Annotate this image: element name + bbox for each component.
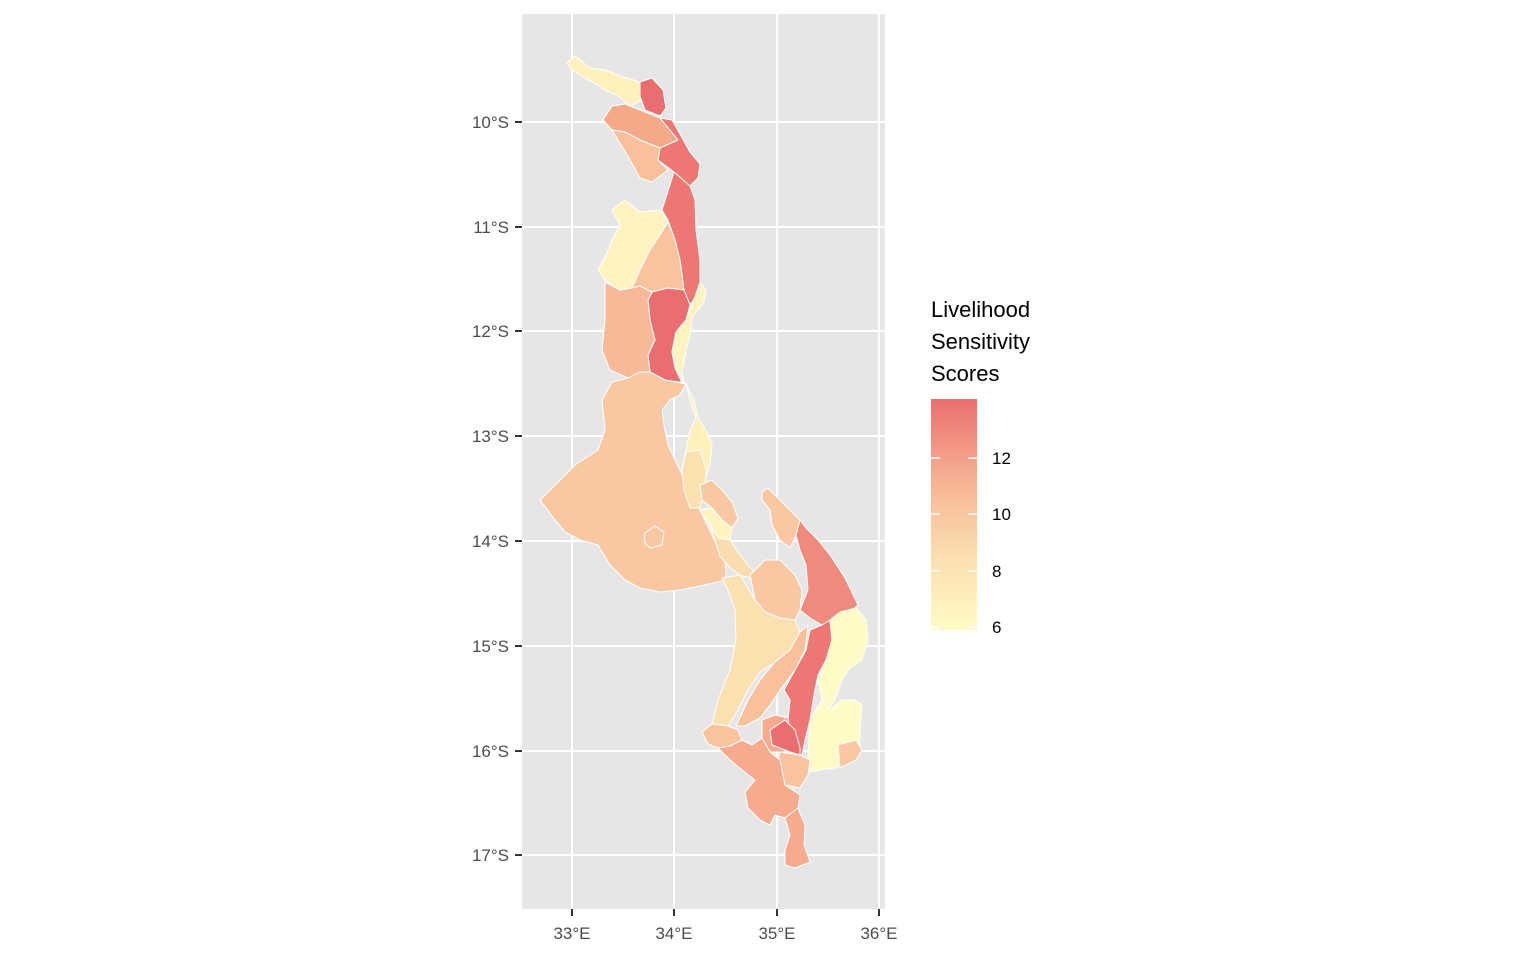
- y-tick-label: 12°S: [472, 322, 509, 341]
- district-chitipa-west: [566, 55, 643, 107]
- legend-label: 8: [992, 562, 1001, 581]
- legend-ticks: [931, 457, 977, 628]
- district-lakeshore-north: [671, 281, 707, 384]
- y-axis-labels: 10°S 11°S 12°S 13°S 14°S 15°S 16°S 17°S: [472, 113, 509, 865]
- district-kasungu: [539, 371, 727, 593]
- district-ntcheu: [711, 574, 801, 727]
- legend-title-line: Livelihood: [931, 297, 1030, 322]
- district-ntchisi: [681, 449, 707, 509]
- y-tick-label: 11°S: [473, 218, 509, 237]
- legend-label: 12: [992, 449, 1011, 468]
- x-tick-label: 35°E: [758, 924, 795, 943]
- x-tick-label: 34°E: [655, 924, 692, 943]
- district-salima: [699, 479, 739, 529]
- legend-title-line: Scores: [931, 361, 999, 386]
- legend: Livelihood Sensitivity Scores 12 10 8 6: [931, 297, 1030, 637]
- district-lilongwe-inset: [643, 525, 665, 549]
- district-machinga: [735, 624, 809, 727]
- x-axis-labels: 33°E 34°E 35°E 36°E: [553, 924, 897, 943]
- legend-label: 10: [992, 505, 1011, 524]
- y-tick-label: 13°S: [472, 427, 509, 446]
- districts: [539, 55, 869, 869]
- y-tick-label: 17°S: [472, 846, 509, 865]
- legend-label: 6: [992, 618, 1001, 637]
- y-tick-label: 16°S: [472, 742, 509, 761]
- y-tick-label: 10°S: [472, 113, 509, 132]
- district-nsanje: [784, 807, 811, 869]
- y-tick-label: 14°S: [472, 532, 509, 551]
- district-karonga: [657, 117, 701, 187]
- x-tick-label: 36°E: [860, 924, 897, 943]
- district-phalombe: [817, 607, 869, 711]
- district-mzimba: [601, 281, 656, 379]
- district-chitipa-south: [611, 129, 669, 183]
- x-tick-label: 33°E: [553, 924, 590, 943]
- y-tick-label: 15°S: [472, 637, 509, 656]
- district-karonga-north: [639, 77, 667, 117]
- district-mulanje-east: [837, 739, 863, 769]
- axis-ticks: [515, 121, 880, 916]
- district-mangochi-north: [761, 487, 801, 549]
- legend-title-line: Sensitivity: [931, 329, 1030, 354]
